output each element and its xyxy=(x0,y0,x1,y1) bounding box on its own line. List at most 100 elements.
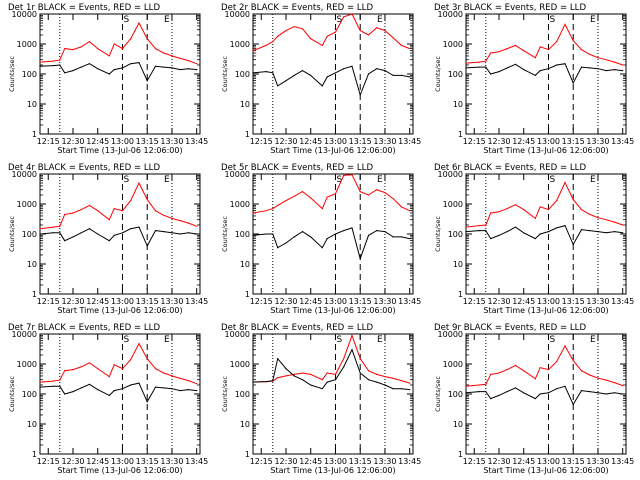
y-tick-label: 10000 xyxy=(438,170,463,179)
y-tick-label: 1000 xyxy=(443,200,463,209)
series-lld-line xyxy=(39,342,197,385)
events-point xyxy=(589,230,591,232)
events-point xyxy=(409,389,411,391)
series-events-line xyxy=(252,348,410,391)
lld-point xyxy=(121,368,124,370)
events-point xyxy=(498,234,500,236)
lld-point xyxy=(376,189,378,191)
x-tick-label: 12:15 xyxy=(463,457,486,466)
y-tick-label: 100 xyxy=(235,230,250,239)
y-tick-label: 1 xyxy=(458,290,463,299)
lld-point xyxy=(485,224,487,226)
events-point xyxy=(121,232,124,234)
lld-point xyxy=(490,212,492,214)
lld-point xyxy=(130,200,132,202)
x-tick-label: 13:30 xyxy=(373,137,396,146)
events-point xyxy=(534,238,536,240)
events-point xyxy=(154,65,157,67)
lld-point xyxy=(367,34,370,36)
events-point xyxy=(108,394,110,396)
events-point xyxy=(265,71,267,73)
lld-point xyxy=(252,212,254,214)
x-tick-label: 12:45 xyxy=(299,137,322,146)
lld-point xyxy=(293,373,295,375)
events-point xyxy=(39,65,41,67)
lld-point xyxy=(506,208,508,210)
events-point xyxy=(605,393,607,395)
events-point xyxy=(108,73,110,75)
events-point xyxy=(409,238,411,240)
lld-point xyxy=(179,57,181,60)
lld-point xyxy=(72,369,74,371)
x-tick-label: 12:30 xyxy=(487,297,510,306)
events-point xyxy=(547,231,550,233)
series-events-line xyxy=(39,382,197,403)
panel-title: Det 1r BLACK = Events, RED = LLD xyxy=(8,3,160,13)
y-tick-label: 1 xyxy=(458,130,463,139)
lld-point xyxy=(310,373,312,375)
y-tick-label: 1000 xyxy=(443,360,463,369)
lld-point xyxy=(108,55,110,57)
events-point xyxy=(146,245,148,247)
events-point xyxy=(285,368,287,370)
lld-point xyxy=(564,23,566,25)
events-point xyxy=(351,349,353,351)
events-point xyxy=(163,66,165,68)
x-tick-label: 13:15 xyxy=(349,457,372,466)
y-tick-label: 10 xyxy=(27,420,37,429)
lld-point xyxy=(478,61,480,63)
x-tick-label: 13:00 xyxy=(111,297,134,306)
events-point xyxy=(384,70,386,72)
events-point xyxy=(478,391,480,393)
lld-point xyxy=(376,27,378,29)
events-point xyxy=(376,230,378,232)
events-point xyxy=(265,381,267,383)
y-tick-label: 10000 xyxy=(12,170,37,179)
x-tick-label: 12:45 xyxy=(86,297,109,306)
events-point xyxy=(343,68,345,70)
lld-point xyxy=(478,384,480,386)
events-point xyxy=(301,70,304,72)
x-tick-label: 13:45 xyxy=(398,457,421,466)
lld-point xyxy=(154,210,157,212)
events-point xyxy=(130,63,132,65)
x-tick-label: 12:45 xyxy=(512,457,535,466)
plot-frame xyxy=(465,173,627,295)
y-axis-label: Counts/sec xyxy=(434,216,442,252)
events-point xyxy=(498,394,500,396)
events-point xyxy=(72,391,74,393)
lld-point xyxy=(597,217,599,219)
y-tick-label: 10 xyxy=(453,420,463,429)
events-point xyxy=(572,403,574,405)
events-point xyxy=(564,225,566,227)
series-lld-line xyxy=(252,174,410,214)
event-marker-start: S xyxy=(123,175,129,185)
events-point xyxy=(130,228,132,230)
events-point xyxy=(52,385,54,387)
lld-point xyxy=(163,52,165,54)
events-point xyxy=(547,68,550,70)
lld-point xyxy=(265,44,267,47)
events-point xyxy=(163,387,165,389)
events-point xyxy=(523,232,525,234)
lld-point xyxy=(52,380,54,382)
events-point xyxy=(113,234,115,236)
lld-point xyxy=(572,360,574,362)
event-marker-end: E xyxy=(590,15,596,25)
plot-frame xyxy=(465,333,627,455)
lld-point xyxy=(547,49,550,51)
y-tick-label: 1 xyxy=(32,130,37,139)
events-point xyxy=(359,94,361,96)
events-point xyxy=(252,72,254,74)
events-point xyxy=(121,67,124,69)
x-tick-label: 13:00 xyxy=(537,457,560,466)
x-tick-label: 12:30 xyxy=(274,457,297,466)
lld-point xyxy=(498,51,500,53)
events-point xyxy=(485,391,487,393)
events-point xyxy=(154,386,157,388)
events-point xyxy=(539,70,541,72)
x-axis-label: Start Time (13-Jul-06 12:06:00) xyxy=(483,306,608,315)
x-axis-label: Start Time (13-Jul-06 12:06:00) xyxy=(483,466,608,475)
event-marker-end: E xyxy=(590,175,596,185)
events-point xyxy=(478,230,480,232)
